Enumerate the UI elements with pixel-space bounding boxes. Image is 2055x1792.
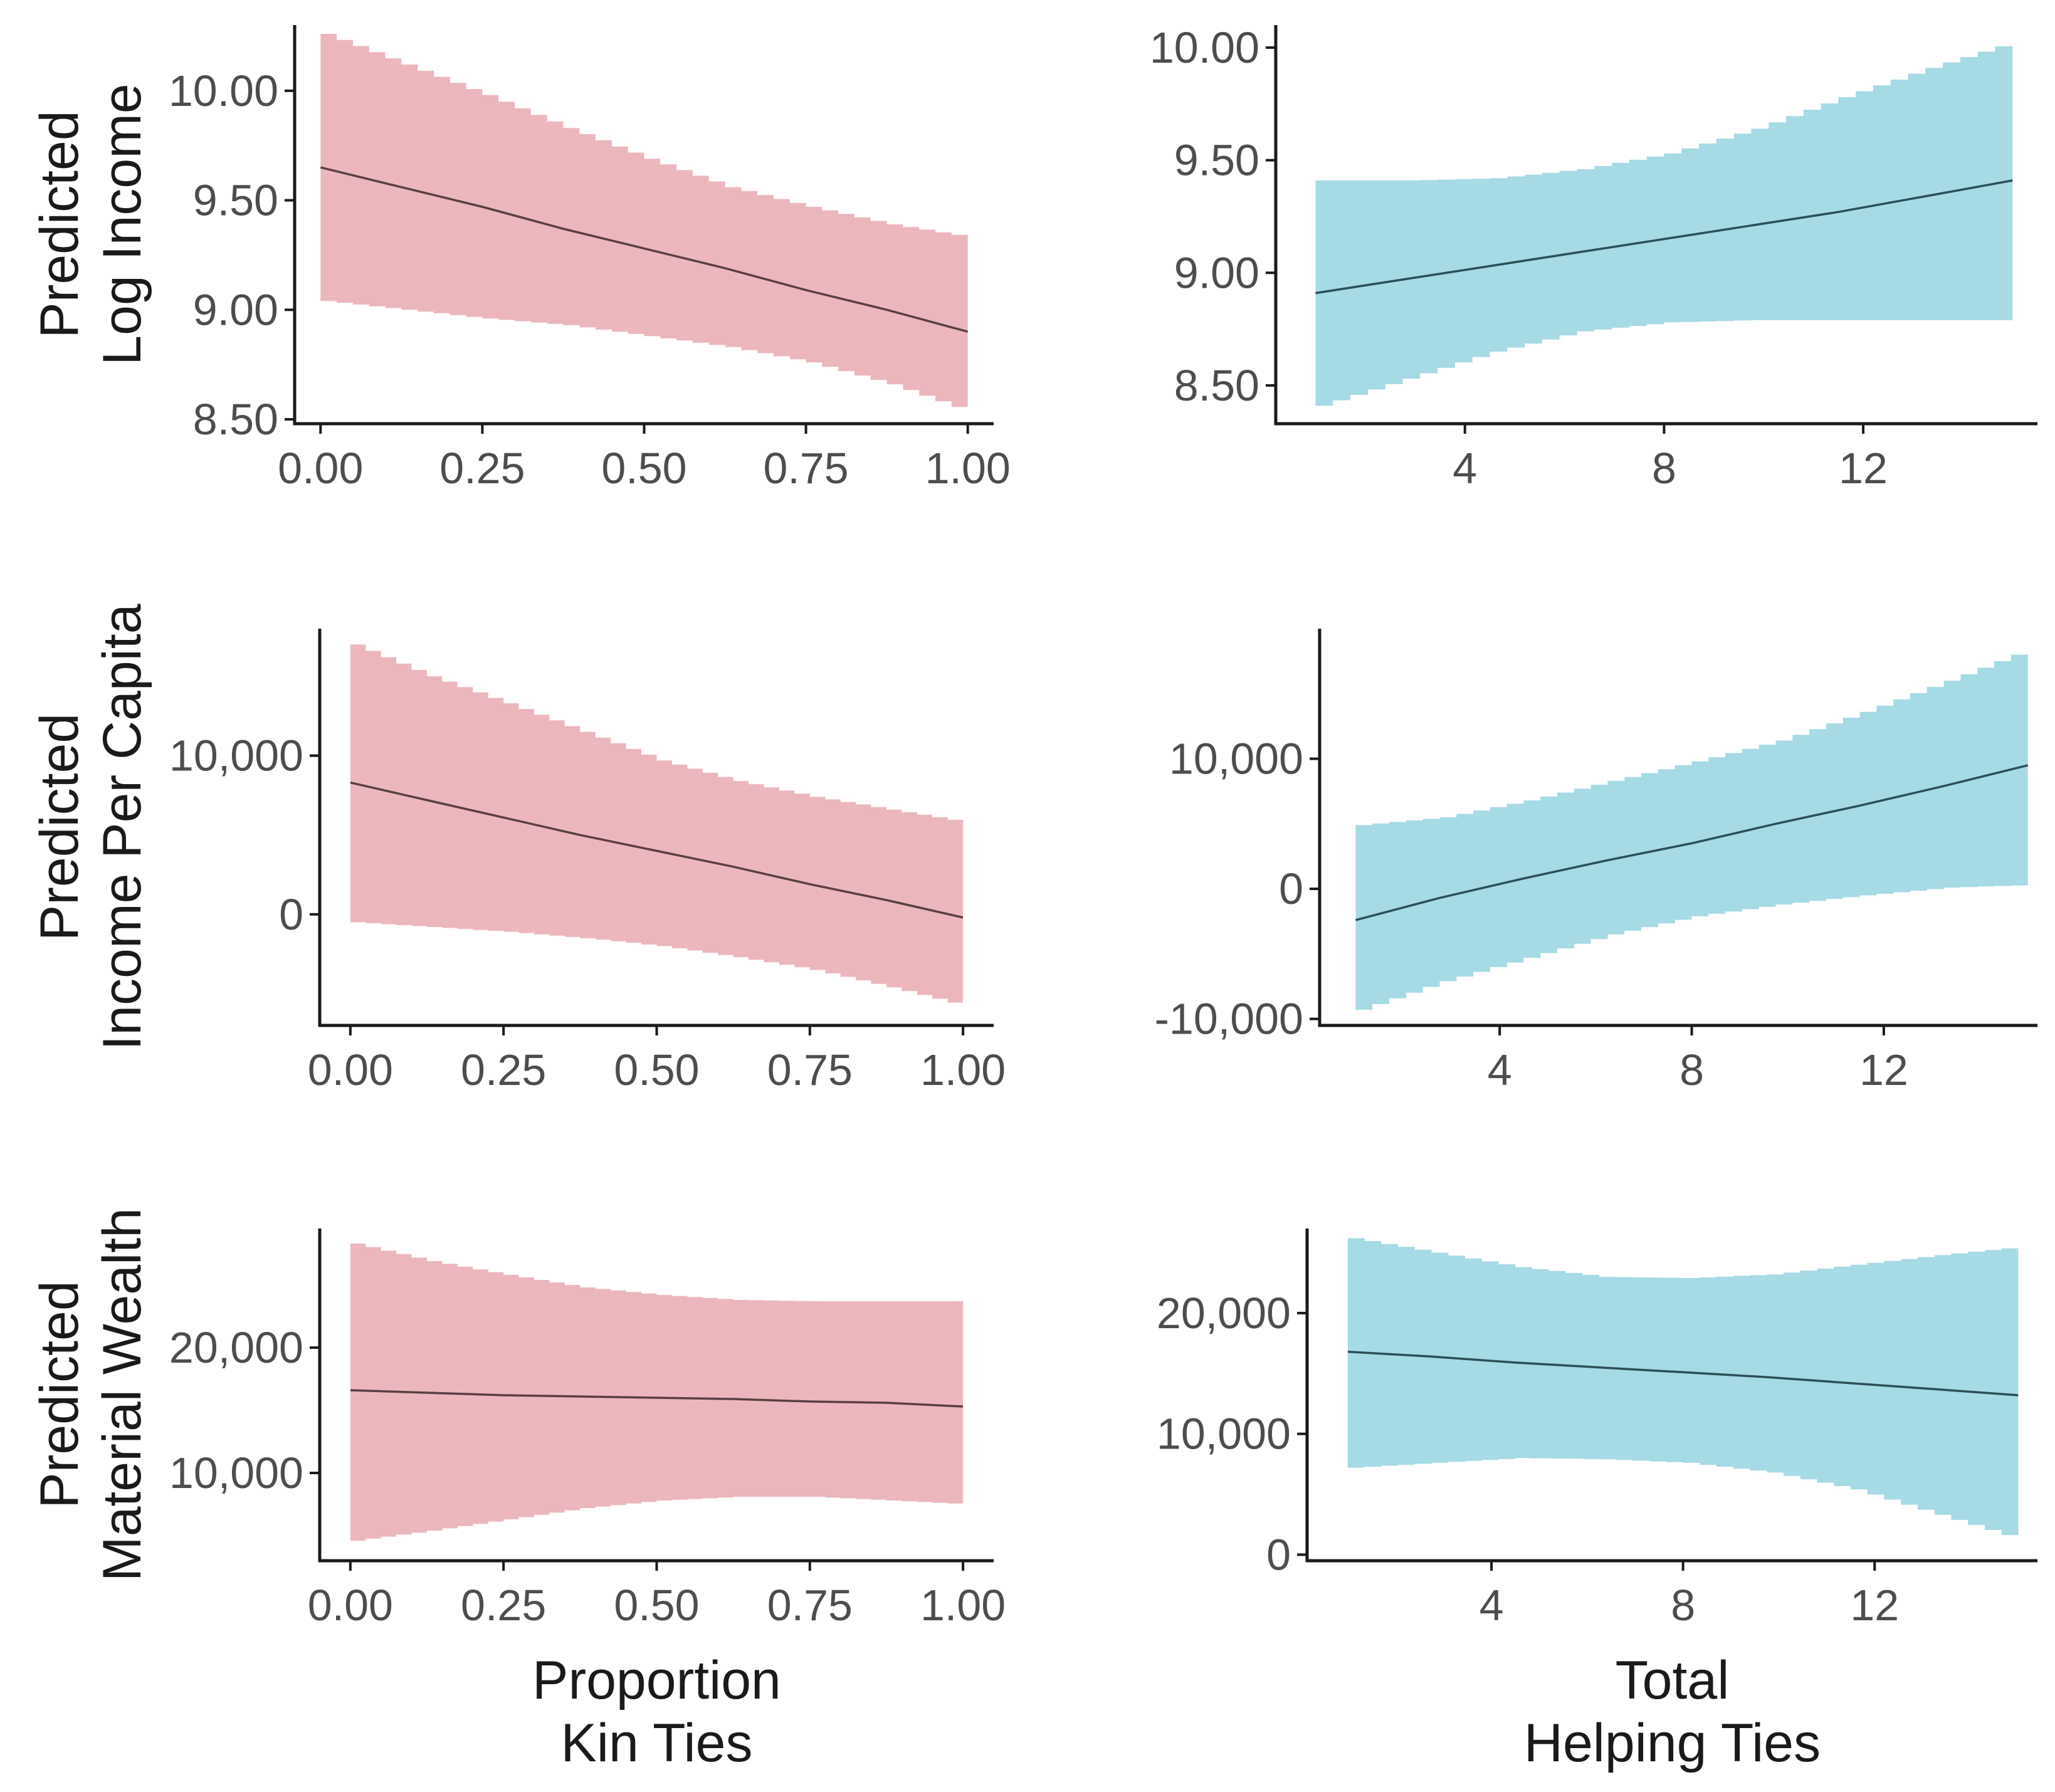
fit-line [350, 1389, 964, 1408]
x-tick-label: 0.50 [614, 1581, 699, 1630]
x-tick-label: 12 [1850, 1581, 1899, 1630]
fit-line [320, 166, 969, 333]
x-tick-label: 8 [1671, 1581, 1695, 1630]
confidence-band [1315, 41, 2013, 406]
y-tick-label: 9.50 [1174, 136, 1259, 185]
x-tick-label: 0.75 [767, 1045, 853, 1094]
x-axis-label: Helping Ties [1524, 1713, 1821, 1773]
panel-income-per-capita-help: -10,000 0 10,000 4 8 12 [1155, 629, 2037, 1094]
panel-material-wealth-kin: 10,000 20,000 0.00 0.25 0.50 0.75 1.00 Predicte… [29, 1208, 1006, 1773]
y-tick-label: 10,000 [1169, 735, 1303, 783]
x-tick-label: 1.00 [920, 1045, 1006, 1094]
y-tick-label: 20,000 [169, 1323, 303, 1372]
fit-line [350, 781, 964, 919]
x-tick-label: 0.00 [278, 444, 363, 493]
y-tick-label: 0 [1266, 1530, 1291, 1579]
fit-line [1315, 179, 2013, 295]
x-tick-label: 4 [1453, 444, 1477, 493]
panel-income-per-capita-kin: 0 10,000 0.00 0.25 0.50 0.75 1.00 Predicted Inco… [29, 604, 1006, 1094]
x-tick-label: 0.75 [763, 444, 848, 493]
confidence-band [350, 1244, 964, 1541]
x-tick-label: 4 [1479, 1581, 1504, 1630]
y-tick-label: 9.00 [1174, 248, 1259, 297]
x-tick-label: 8 [1679, 1045, 1704, 1094]
y-axis-label: Predicted [29, 1281, 90, 1508]
y-tick-label: 0 [279, 890, 303, 939]
x-tick-label: 0.25 [439, 444, 525, 493]
x-axis-label: Proportion [532, 1650, 781, 1711]
x-tick-label: 0.50 [614, 1045, 699, 1094]
y-tick-label: 9.00 [193, 285, 278, 334]
x-tick-label: 0.50 [601, 444, 686, 493]
y-tick-label: 20,000 [1157, 1289, 1291, 1338]
x-tick-label: 12 [1859, 1045, 1908, 1094]
y-axis-label: Income Per Capita [92, 604, 152, 1050]
y-tick-label: -10,000 [1155, 995, 1303, 1044]
x-tick-label: 1.00 [925, 444, 1011, 493]
x-tick-label: 0.25 [461, 1581, 546, 1630]
y-tick-label: 10.00 [1150, 23, 1259, 72]
x-tick-label: 0.00 [308, 1581, 393, 1630]
x-tick-label: 0.25 [461, 1045, 546, 1094]
confidence-band [350, 644, 964, 1007]
confidence-band [1347, 1238, 2019, 1541]
x-axis-label: Total [1616, 1650, 1730, 1711]
y-tick-label: 10,000 [169, 1449, 303, 1497]
y-tick-label: 10,000 [1157, 1410, 1291, 1459]
y-axis-label: Predicted [29, 110, 90, 338]
y-tick-label: 8.50 [193, 395, 278, 444]
fit-line [1355, 764, 2029, 921]
y-tick-label: 0 [1279, 864, 1303, 913]
confidence-band [320, 34, 968, 413]
y-tick-label: 9.50 [193, 176, 278, 225]
x-tick-label: 0.75 [767, 1581, 853, 1630]
y-tick-label: 10.00 [169, 66, 278, 115]
x-tick-label: 4 [1488, 1045, 1512, 1094]
confidence-band [1355, 648, 2028, 1010]
y-tick-label: 8.50 [1174, 361, 1259, 410]
x-tick-label: 12 [1839, 444, 1888, 493]
x-tick-label: 8 [1652, 444, 1676, 493]
y-axis-label: Log Income [92, 83, 152, 365]
panel-log-income-help: 8.50 9.00 9.50 10.00 4 8 12 [1150, 23, 2037, 493]
x-tick-label: 0.00 [308, 1045, 393, 1094]
y-tick-label: 10,000 [169, 731, 303, 780]
fit-line [1347, 1350, 2019, 1396]
x-axis-label: Kin Ties [561, 1713, 753, 1773]
y-axis-label: Material Wealth [92, 1208, 152, 1581]
panel-log-income-kin: 8.50 9.00 9.50 10.00 0.00 0.25 0.50 0.75 1.00 Pre… [29, 25, 1011, 493]
x-tick-label: 1.00 [920, 1581, 1006, 1630]
y-axis-label: Predicted [29, 713, 90, 941]
